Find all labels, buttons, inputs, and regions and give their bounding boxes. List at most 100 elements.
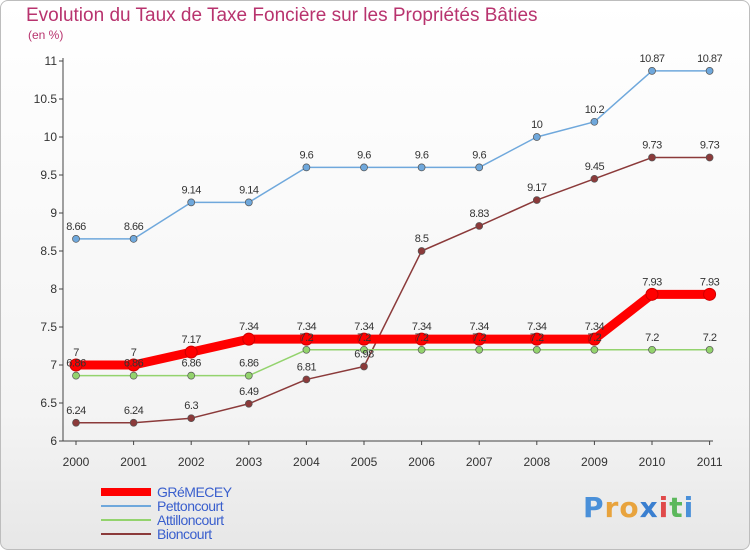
data-label: 8.66 bbox=[124, 221, 144, 233]
data-point bbox=[415, 332, 429, 346]
data-point bbox=[187, 371, 196, 380]
data-label: 7.34 bbox=[469, 321, 489, 333]
data-point bbox=[299, 332, 313, 346]
data-label: 7.34 bbox=[527, 321, 547, 333]
series-line-attilloncourt bbox=[75, 349, 711, 377]
data-point bbox=[705, 67, 714, 75]
legend-label: GRéMECEY bbox=[157, 484, 232, 500]
legend-swatch bbox=[101, 488, 151, 496]
data-point bbox=[587, 332, 601, 346]
data-label: 6.24 bbox=[124, 405, 144, 417]
data-label: 6.24 bbox=[66, 405, 86, 417]
data-point bbox=[648, 67, 656, 75]
data-point bbox=[69, 358, 83, 372]
legend-swatch bbox=[101, 533, 151, 535]
y-tick-label: 6 bbox=[50, 434, 57, 448]
data-point bbox=[705, 345, 714, 354]
x-tick-label: 2003 bbox=[235, 455, 262, 469]
data-point bbox=[187, 198, 196, 207]
y-tick-label: 10.5 bbox=[34, 92, 58, 106]
data-label: 6.81 bbox=[297, 361, 317, 373]
proxiti-logo: Proxiti bbox=[583, 491, 694, 524]
data-label: 7.34 bbox=[354, 321, 374, 333]
x-tick-label: 2005 bbox=[351, 455, 378, 469]
legend-item-gremecey: GRéMECEY bbox=[101, 485, 232, 499]
data-label: 7.93 bbox=[642, 276, 662, 288]
x-tick-label: 2006 bbox=[408, 455, 435, 469]
series-line-bioncourt bbox=[75, 156, 711, 424]
data-point bbox=[129, 371, 138, 380]
data-label: 6.86 bbox=[181, 358, 201, 370]
data-label: 7.34 bbox=[239, 321, 259, 333]
legend-item-pettoncourt: Pettoncourt bbox=[101, 499, 232, 513]
y-tick-label: 7.5 bbox=[40, 320, 57, 334]
data-label: 6.86 bbox=[66, 358, 86, 370]
data-label: 7.2 bbox=[300, 332, 314, 344]
x-tick-label: 2010 bbox=[639, 455, 666, 469]
y-tick-label: 7 bbox=[50, 358, 57, 372]
data-label: 6.86 bbox=[124, 358, 144, 370]
series-line-pettoncourt bbox=[75, 70, 711, 240]
data-label: 9.73 bbox=[700, 140, 720, 152]
data-point bbox=[360, 345, 368, 354]
data-point bbox=[187, 414, 196, 423]
data-label: 9.6 bbox=[357, 149, 371, 161]
logo-letter: r bbox=[604, 491, 620, 524]
x-tick-label: 2002 bbox=[178, 455, 205, 469]
data-label: 9.73 bbox=[642, 140, 662, 152]
data-point bbox=[532, 196, 541, 204]
data-point bbox=[532, 133, 541, 141]
data-label: 7.2 bbox=[472, 332, 486, 344]
data-label: 6.49 bbox=[239, 386, 259, 398]
data-point bbox=[357, 332, 371, 346]
y-tick-label: 9 bbox=[50, 206, 57, 220]
chart-title: Evolution du Taux de Taxe Foncière sur l… bbox=[26, 5, 538, 26]
x-tick-label: 2000 bbox=[63, 455, 90, 469]
data-label: 10.2 bbox=[585, 104, 605, 116]
x-tick-label: 2007 bbox=[466, 455, 493, 469]
y-tick-label: 11 bbox=[45, 54, 58, 68]
x-tick-label: 2009 bbox=[581, 455, 608, 469]
data-label: 7.2 bbox=[645, 332, 659, 344]
data-point bbox=[244, 371, 253, 380]
legend-item-bioncourt: Bioncourt bbox=[101, 527, 232, 541]
logo-letter: i bbox=[658, 491, 670, 524]
legend-swatch bbox=[101, 519, 151, 521]
data-point bbox=[705, 153, 714, 162]
data-point bbox=[72, 371, 80, 380]
data-point bbox=[417, 247, 426, 255]
data-point bbox=[302, 163, 311, 172]
data-label: 7.2 bbox=[703, 332, 717, 344]
y-tick-label: 8.5 bbox=[40, 244, 57, 258]
data-label: 7 bbox=[73, 347, 79, 359]
data-label: 6.86 bbox=[239, 358, 259, 370]
y-tick-label: 9.5 bbox=[40, 168, 57, 182]
data-label: 8.5 bbox=[415, 233, 429, 245]
data-point bbox=[590, 345, 599, 354]
data-label: 6.98 bbox=[354, 349, 374, 361]
logo-letter: x bbox=[639, 491, 659, 524]
data-point bbox=[72, 418, 80, 427]
data-label: 6.3 bbox=[184, 400, 198, 412]
data-point bbox=[360, 362, 368, 371]
data-label: 7 bbox=[131, 347, 137, 359]
data-label: 8.83 bbox=[469, 208, 489, 220]
data-label: 10.87 bbox=[639, 53, 664, 65]
x-tick-label: 2001 bbox=[120, 455, 147, 469]
y-tick-label: 8 bbox=[50, 282, 57, 296]
data-label: 7.17 bbox=[181, 334, 201, 346]
data-label: 9.45 bbox=[585, 161, 605, 173]
x-tick-label: 2004 bbox=[293, 455, 320, 469]
chart-subtitle: (en %) bbox=[28, 28, 64, 42]
legend-label: Bioncourt bbox=[157, 526, 212, 542]
data-point bbox=[244, 198, 253, 207]
data-point bbox=[242, 332, 256, 346]
data-label: 7.34 bbox=[412, 321, 432, 333]
data-label: 7.93 bbox=[700, 276, 720, 288]
data-point bbox=[129, 418, 138, 427]
data-label: 7.2 bbox=[415, 332, 429, 344]
x-tick-label: 2008 bbox=[523, 455, 550, 469]
data-point bbox=[475, 345, 484, 354]
